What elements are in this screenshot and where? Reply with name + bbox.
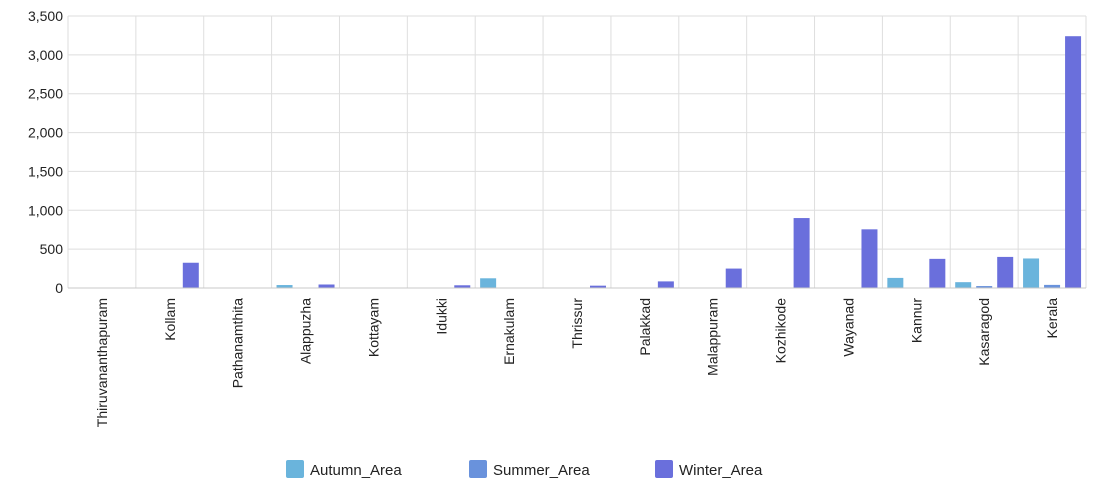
y-tick-label: 2,500 — [28, 86, 63, 102]
bar-summer-area — [976, 286, 993, 288]
x-tick: Malappuram — [705, 298, 721, 376]
x-tick-label: Kannur — [908, 298, 924, 343]
y-tick-label: 0 — [55, 280, 63, 296]
legend-item-winter-area[interactable]: Winter_Area — [655, 460, 763, 479]
x-tick: Kollam — [162, 298, 178, 341]
bar-winter-area — [861, 229, 878, 288]
legend-label: Summer_Area — [493, 462, 590, 479]
legend-swatch — [286, 460, 304, 478]
bar-autumn-area — [276, 285, 293, 288]
x-tick: Thrissur — [569, 298, 585, 349]
x-tick-label: Malappuram — [705, 298, 721, 376]
x-axis: Thiruvananthapuram Kollam Pathanamthita Ala… — [68, 287, 1086, 427]
legend: Autumn_Area Summer_Area Winter_Area — [286, 460, 763, 479]
x-tick: Idukki — [433, 298, 449, 335]
x-tick-label: Idukki — [433, 298, 449, 335]
x-tick: Kozhikode — [773, 298, 789, 364]
legend-item-summer-area[interactable]: Summer_Area — [469, 460, 590, 479]
x-tick: Kannur — [908, 298, 924, 343]
bar-winter-area — [182, 262, 199, 288]
x-tick: Kasaragod — [976, 298, 992, 366]
y-tick-label: 1,000 — [28, 202, 63, 218]
x-tick-label: Kasaragod — [976, 298, 992, 366]
x-tick-label: Thiruvananthapuram — [94, 298, 110, 427]
y-tick-label: 3,000 — [28, 47, 63, 63]
x-tick-label: Ernakulam — [501, 298, 517, 365]
bars — [182, 36, 1082, 288]
bar-autumn-area — [1023, 258, 1040, 288]
bar-autumn-area — [955, 282, 972, 288]
x-tick-label: Kozhikode — [773, 298, 789, 364]
x-tick-label: Pathanamthita — [230, 298, 246, 388]
x-tick: Wayanad — [840, 298, 856, 357]
bar-winter-area — [454, 285, 471, 288]
bar-winter-area — [793, 218, 810, 288]
bar-summer-area — [1044, 284, 1061, 288]
y-tick-label: 2,000 — [28, 125, 63, 141]
x-tick-label: Alappuzha — [298, 298, 314, 364]
x-tick-label: Kottayam — [365, 298, 381, 357]
bar-winter-area — [725, 268, 742, 288]
bar-winter-area — [318, 284, 335, 288]
x-tick-label: Kollam — [162, 298, 178, 341]
x-tick: Kottayam — [365, 298, 381, 357]
legend-swatch — [655, 460, 673, 478]
bar-autumn-area — [480, 278, 497, 288]
x-tick-label: Kerala — [1044, 298, 1060, 339]
x-tick: Pathanamthita — [230, 298, 246, 388]
bar-winter-area — [590, 285, 606, 288]
y-axis: 0 500 1,000 1,500 2,000 2,500 3,000 3,500 — [28, 8, 63, 296]
bar-winter-area — [997, 256, 1014, 288]
x-tick: Kerala — [1044, 298, 1060, 339]
y-tick-label: 3,500 — [28, 8, 63, 24]
x-tick-label: Thrissur — [569, 298, 585, 349]
legend-label: Autumn_Area — [310, 462, 402, 479]
legend-label: Winter_Area — [679, 462, 763, 479]
bar-winter-area — [657, 281, 674, 288]
y-tick-label: 500 — [40, 241, 64, 257]
x-tick: Thiruvananthapuram — [94, 298, 110, 427]
x-tick: Ernakulam — [501, 298, 517, 365]
legend-item-autumn-area[interactable]: Autumn_Area — [286, 460, 402, 479]
bar-winter-area — [1065, 36, 1082, 288]
legend-swatch — [469, 460, 487, 478]
grid-lines — [67, 15, 1087, 289]
bar-winter-area — [929, 258, 946, 288]
x-tick: Alappuzha — [298, 298, 314, 364]
x-tick-label: Palakkad — [637, 298, 653, 356]
bar-autumn-area — [887, 277, 904, 288]
x-tick-label: Wayanad — [840, 298, 856, 357]
x-tick: Palakkad — [637, 298, 653, 356]
y-tick-label: 1,500 — [28, 163, 63, 179]
